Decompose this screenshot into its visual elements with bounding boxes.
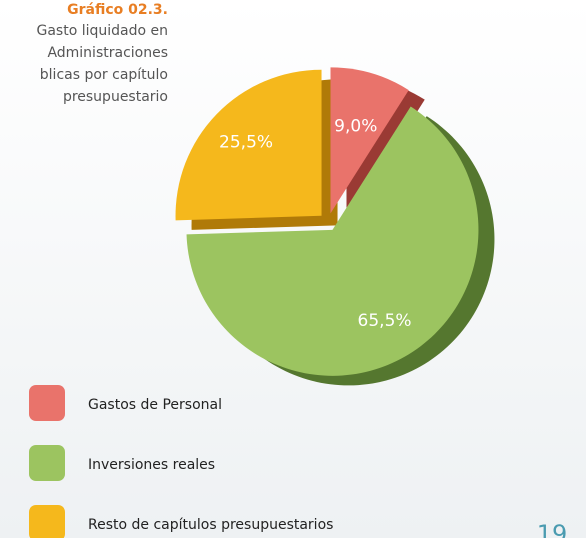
chart-title: Gráfico 02.3.	[67, 2, 168, 18]
subtitle-line: presupuestario	[63, 89, 168, 105]
legend-label: Gastos de Personal	[88, 397, 222, 413]
slice	[186, 106, 479, 376]
subtitle-line: Gasto liquidado en	[36, 23, 168, 39]
page-number: 19	[537, 520, 568, 538]
legend-swatch	[29, 445, 65, 481]
legend-swatch	[29, 385, 65, 421]
data-label: 25,5%	[219, 133, 273, 153]
subtitle-line: Administraciones	[47, 45, 168, 61]
legend-label: Inversiones reales	[88, 457, 215, 473]
subtitle-line: blicas por capítulo	[40, 67, 168, 83]
data-label: 9,0%	[334, 116, 377, 136]
data-label: 65,5%	[358, 311, 412, 331]
legend-swatch	[29, 505, 65, 538]
legend-label: Resto de capítulos presupuestarios	[88, 517, 333, 533]
slice	[330, 67, 409, 214]
slice	[175, 69, 322, 221]
